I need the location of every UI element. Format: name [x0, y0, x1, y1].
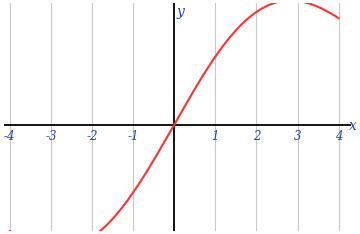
Text: x: x: [349, 119, 357, 133]
Text: y: y: [176, 5, 184, 19]
Text: 3: 3: [294, 130, 301, 143]
Text: -2: -2: [86, 130, 98, 143]
Text: 4: 4: [335, 130, 342, 143]
Text: 1: 1: [212, 130, 219, 143]
Text: -3: -3: [45, 130, 57, 143]
Text: -1: -1: [127, 130, 139, 143]
Text: -4: -4: [4, 130, 15, 143]
Text: 2: 2: [253, 130, 260, 143]
